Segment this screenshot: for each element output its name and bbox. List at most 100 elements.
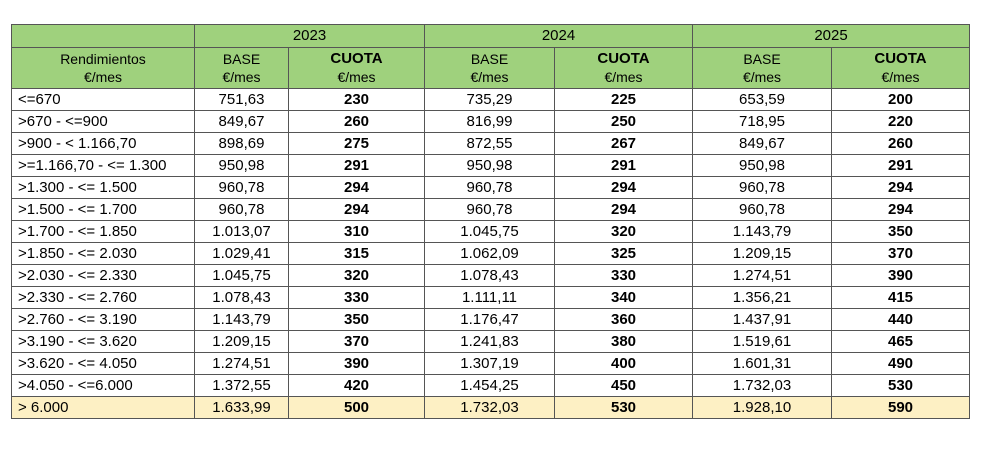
table-row: >1.300 - <= 1.500 960,78 294 960,78 294 960,7…	[11, 176, 970, 199]
column-header-row: Rendimientos €/mes BASE €/mes CUOTA €/me…	[11, 47, 970, 89]
cuota-cell: 220	[831, 110, 970, 133]
base-cell: 653,59	[692, 88, 832, 111]
base-cell: 1.307,19	[424, 352, 555, 375]
range-cell: >2.330 - <= 2.760	[11, 286, 195, 309]
range-cell: >3.190 - <= 3.620	[11, 330, 195, 353]
base-cell: 1.078,43	[424, 264, 555, 287]
base-cell: 718,95	[692, 110, 832, 133]
cuota-cell: 291	[831, 154, 970, 177]
cuota-cell: 380	[554, 330, 693, 353]
cuota-cell: 291	[554, 154, 693, 177]
base-cell: 960,78	[194, 198, 289, 221]
base-cell: 1.519,61	[692, 330, 832, 353]
year-header-2023: 2023	[194, 24, 425, 48]
table-row: <=670 751,63 230 735,29 225 653,59 200	[11, 88, 970, 111]
cuota-label: CUOTA	[597, 50, 650, 67]
base-cell: 960,78	[692, 176, 832, 199]
table-row: >2.030 - <= 2.330 1.045,75 320 1.078,43 330 1…	[11, 264, 970, 287]
cuota-label: CUOTA	[330, 50, 383, 67]
cuota-cell: 260	[831, 132, 970, 155]
cuota-cell: 370	[831, 242, 970, 265]
range-cell: > 6.000	[11, 396, 195, 419]
cuota-cell: 330	[288, 286, 425, 309]
table-row: >1.500 - <= 1.700 960,78 294 960,78 294 960,7…	[11, 198, 970, 221]
table-row: >1.700 - <= 1.850 1.013,07 310 1.045,75 320 1…	[11, 220, 970, 243]
table-row: >2.330 - <= 2.760 1.078,43 330 1.111,11 340 1…	[11, 286, 970, 309]
base-label: BASE	[470, 51, 509, 67]
base-cell: 960,78	[692, 198, 832, 221]
base-label: BASE	[222, 51, 261, 67]
cuota-cell: 291	[288, 154, 425, 177]
base-cell: 1.062,09	[424, 242, 555, 265]
cuota-column-header-2025: CUOTA €/mes	[831, 47, 970, 89]
cuota-cell: 420	[288, 374, 425, 397]
table-row: >900 - < 1.166,70 898,69 275 872,55 267 849,6…	[11, 132, 970, 155]
range-cell: <=670	[11, 88, 195, 111]
base-cell: 1.143,79	[194, 308, 289, 331]
cuota-unit: €/mes	[881, 69, 920, 85]
base-cell: 735,29	[424, 88, 555, 111]
cuota-cell: 294	[288, 198, 425, 221]
cuota-cell: 310	[288, 220, 425, 243]
cuota-unit: €/mes	[604, 69, 643, 85]
cuota-cell: 315	[288, 242, 425, 265]
cuota-label: CUOTA	[874, 50, 927, 67]
base-cell: 1.241,83	[424, 330, 555, 353]
base-cell: 1.209,15	[194, 330, 289, 353]
cuota-cell: 390	[288, 352, 425, 375]
range-cell: >1.300 - <= 1.500	[11, 176, 195, 199]
range-cell: >1.500 - <= 1.700	[11, 198, 195, 221]
base-cell: 1.045,75	[194, 264, 289, 287]
table-row: >1.850 - <= 2.030 1.029,41 315 1.062,09 325 1…	[11, 242, 970, 265]
cuota-cell: 294	[288, 176, 425, 199]
cuota-table: 2023 2024 2025 Rendimientos €/mes BASE €…	[11, 24, 970, 419]
range-cell: >=1.166,70 - <= 1.300	[11, 154, 195, 177]
range-cell: >2.030 - <= 2.330	[11, 264, 195, 287]
cuota-table-container: 2023 2024 2025 Rendimientos €/mes BASE €…	[11, 24, 970, 419]
base-column-header-2023: BASE €/mes	[194, 47, 289, 89]
base-label: BASE	[743, 51, 781, 67]
cuota-cell: 200	[831, 88, 970, 111]
cuota-cell: 340	[554, 286, 693, 309]
range-cell: >2.760 - <= 3.190	[11, 308, 195, 331]
year-header-2024: 2024	[424, 24, 693, 48]
year-header-row: 2023 2024 2025	[11, 24, 970, 48]
cuota-cell: 590	[831, 396, 970, 419]
base-cell: 816,99	[424, 110, 555, 133]
cuota-cell: 320	[554, 220, 693, 243]
base-cell: 960,78	[424, 176, 555, 199]
table-row: > 6.000 1.633,99 500 1.732,03 530 1.928,10 590	[11, 396, 970, 419]
cuota-cell: 294	[554, 198, 693, 221]
base-cell: 1.111,11	[424, 286, 555, 309]
cuota-cell: 490	[831, 352, 970, 375]
table-row: >2.760 - <= 3.190 1.143,79 350 1.176,47 360 1…	[11, 308, 970, 331]
cuota-cell: 530	[831, 374, 970, 397]
base-cell: 1.209,15	[692, 242, 832, 265]
cuota-cell: 294	[831, 176, 970, 199]
cuota-cell: 415	[831, 286, 970, 309]
base-cell: 1.633,99	[194, 396, 289, 419]
base-cell: 1.176,47	[424, 308, 555, 331]
cuota-cell: 360	[554, 308, 693, 331]
base-cell: 1.078,43	[194, 286, 289, 309]
base-cell: 1.274,51	[194, 352, 289, 375]
range-column-header: Rendimientos €/mes	[11, 47, 195, 89]
cuota-cell: 275	[288, 132, 425, 155]
base-column-header-2025: BASE €/mes	[692, 47, 832, 89]
base-cell: 950,98	[194, 154, 289, 177]
year-header-blank	[11, 24, 195, 48]
year-header-2025: 2025	[692, 24, 970, 48]
cuota-unit: €/mes	[337, 69, 376, 85]
cuota-cell: 225	[554, 88, 693, 111]
cuota-cell: 230	[288, 88, 425, 111]
range-cell: >670 - <=900	[11, 110, 195, 133]
base-cell: 1.013,07	[194, 220, 289, 243]
cuota-cell: 267	[554, 132, 693, 155]
base-cell: 1.029,41	[194, 242, 289, 265]
cuota-cell: 500	[288, 396, 425, 419]
cuota-cell: 350	[831, 220, 970, 243]
table-row: >3.190 - <= 3.620 1.209,15 370 1.241,83 380 1…	[11, 330, 970, 353]
base-cell: 1.356,21	[692, 286, 832, 309]
base-cell: 898,69	[194, 132, 289, 155]
base-cell: 1.732,03	[424, 396, 555, 419]
